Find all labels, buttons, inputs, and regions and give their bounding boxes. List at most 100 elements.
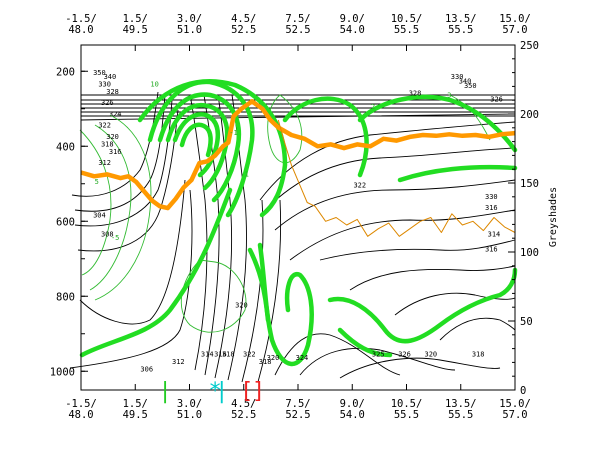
isentrope-contours bbox=[69, 91, 516, 383]
contour-label: 318 bbox=[472, 350, 485, 358]
section-markers: | *|[] bbox=[159, 379, 266, 404]
x-tick-label-top-lat: 52.5 bbox=[231, 24, 256, 36]
orange-thick-line bbox=[80, 99, 516, 211]
x-tick-label-top: -1.5/ bbox=[65, 13, 97, 25]
x-tick-label-bottom-lat: 52.5 bbox=[285, 409, 310, 421]
contour-label: 330 bbox=[451, 73, 464, 81]
green-contour-label: 3 bbox=[447, 92, 451, 100]
x-tick-label-top-lat: 49.5 bbox=[123, 24, 148, 36]
section-marker: [ bbox=[240, 379, 253, 404]
contour-label: 326 bbox=[398, 350, 411, 358]
y-right-tick-label: 50 bbox=[520, 316, 533, 328]
x-tick-label-bottom: 9.0/ bbox=[340, 398, 365, 410]
section-marker: | bbox=[159, 379, 172, 404]
x-tick-label-bottom: 7.5/ bbox=[285, 398, 310, 410]
x-tick-label-top: 4.5/ bbox=[231, 13, 256, 25]
y-left-tick-label: 600 bbox=[56, 216, 75, 228]
green-contour-label: -1 bbox=[229, 129, 237, 137]
contour-label: 316 bbox=[109, 148, 122, 156]
section-marker: | bbox=[215, 379, 228, 404]
right-axis-title: Greyshades bbox=[548, 187, 559, 247]
contour-label: 322 bbox=[243, 350, 256, 358]
contour-label: 314 bbox=[488, 230, 501, 238]
x-tick-label-bottom: 15.0/ bbox=[499, 398, 531, 410]
contour-label: 304 bbox=[93, 212, 106, 220]
x-tick-label-bottom: 10.5/ bbox=[391, 398, 423, 410]
contour-label: 316 bbox=[214, 350, 227, 358]
y-right-tick-label: 200 bbox=[520, 109, 539, 121]
thick-green-contours bbox=[79, 79, 518, 367]
x-tick-label-top-lat: 48.0 bbox=[68, 24, 93, 36]
green-contour-label: 5 bbox=[95, 178, 99, 186]
x-axis-ticks: -1.5/48.0-1.5/48.01.5/49.51.5/49.53.0/51… bbox=[65, 13, 531, 421]
contour-label: 318 bbox=[222, 350, 235, 358]
x-tick-label-bottom-lat: 55.5 bbox=[394, 409, 419, 421]
contour-label: 330 bbox=[485, 193, 498, 201]
x-tick-label-bottom-lat: 52.5 bbox=[231, 409, 256, 421]
contour-label: 326 bbox=[101, 99, 114, 107]
x-tick-label-top: 10.5/ bbox=[391, 13, 423, 25]
section-marker: ] bbox=[252, 379, 265, 404]
green-contour-label: 2 bbox=[371, 103, 375, 111]
x-tick-label-bottom: 13.5/ bbox=[445, 398, 477, 410]
contour-label: 312 bbox=[172, 358, 185, 366]
contour-label: 324 bbox=[109, 110, 122, 118]
contour-label: 318 bbox=[101, 140, 114, 148]
x-tick-label-top: 7.5/ bbox=[285, 13, 310, 25]
contour-label: 308 bbox=[101, 230, 114, 238]
x-tick-label-bottom-lat: 51.0 bbox=[177, 409, 202, 421]
contour-label: 324 bbox=[296, 354, 309, 362]
x-tick-label-bottom: 3.0/ bbox=[177, 398, 202, 410]
x-tick-label-bottom-lat: 55.5 bbox=[448, 409, 473, 421]
y-left-tick-label: 200 bbox=[56, 66, 75, 78]
x-tick-label-top: 15.0/ bbox=[499, 13, 531, 25]
section-marker: * bbox=[209, 379, 222, 404]
contour-label: 340 bbox=[104, 73, 117, 81]
x-tick-label-bottom: 1.5/ bbox=[123, 398, 148, 410]
x-tick-label-top-lat: 54.0 bbox=[340, 24, 365, 36]
green-contour-label: 10 bbox=[150, 80, 158, 88]
contour-label: 320 bbox=[267, 354, 280, 362]
orange-series-lines bbox=[80, 99, 516, 237]
contour-label: 350 bbox=[93, 69, 106, 77]
x-tick-label-bottom-lat: 49.5 bbox=[123, 409, 148, 421]
contour-label: 318 bbox=[259, 358, 272, 366]
contour-label: 328 bbox=[409, 90, 422, 98]
y-left-tick-label: 1000 bbox=[50, 366, 75, 378]
y-right-tick-label: 100 bbox=[520, 247, 539, 259]
contour-label: 316 bbox=[485, 245, 498, 253]
contour-label: 306 bbox=[140, 365, 153, 373]
contour-label: 350 bbox=[464, 82, 477, 90]
y-left-tick-label: 400 bbox=[56, 141, 75, 153]
x-tick-label-top: 13.5/ bbox=[445, 13, 477, 25]
contour-label: 322 bbox=[98, 122, 111, 130]
x-tick-label-top: 1.5/ bbox=[123, 13, 148, 25]
contour-label: 312 bbox=[98, 159, 111, 167]
y-axis-left: 200 400 600 800 1000 bbox=[50, 66, 88, 378]
y-left-tick-label: 800 bbox=[56, 291, 75, 303]
x-tick-label-bottom: 4.5/ bbox=[231, 398, 256, 410]
x-tick-label-top-lat: 51.0 bbox=[177, 24, 202, 36]
x-tick-label-top-lat: 55.5 bbox=[448, 24, 473, 36]
contour-label: 325 bbox=[372, 350, 385, 358]
y-right-tick-label: 250 bbox=[520, 40, 539, 52]
x-tick-label-top: 9.0/ bbox=[340, 13, 365, 25]
green-contour-label: 1 bbox=[245, 170, 249, 178]
y-axis-right: 0 50 100 150 200 250 bbox=[508, 40, 539, 397]
x-tick-label-bottom-lat: 57.0 bbox=[502, 409, 527, 421]
contour-label: 320 bbox=[235, 302, 248, 310]
x-tick-label-bottom-lat: 54.0 bbox=[340, 409, 365, 421]
orange-thin-line bbox=[277, 119, 516, 237]
contour-label: 316 bbox=[485, 204, 498, 212]
contour-label: 340 bbox=[459, 77, 472, 85]
contour-label: 320 bbox=[106, 133, 119, 141]
x-tick-label-top-lat: 55.5 bbox=[394, 24, 419, 36]
contour-label: 314 bbox=[201, 350, 214, 358]
contour-labels: 3063043083123163183203223243263283303403… bbox=[93, 69, 503, 373]
x-tick-label-bottom-lat: 48.0 bbox=[68, 409, 93, 421]
x-tick-label-top: 3.0/ bbox=[177, 13, 202, 25]
contour-label: 328 bbox=[106, 88, 119, 96]
contour-label: 320 bbox=[425, 350, 438, 358]
contour-label: 330 bbox=[98, 80, 111, 88]
